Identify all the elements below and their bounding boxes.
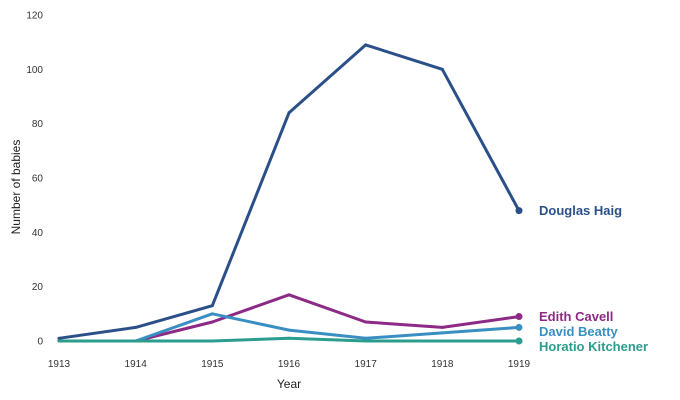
series-label-edith-cavell: Edith Cavell bbox=[539, 309, 613, 324]
series-label-douglas-haig: Douglas Haig bbox=[539, 203, 622, 218]
x-axis-label: Year bbox=[277, 377, 301, 391]
series-label-david-beatty: David Beatty bbox=[539, 324, 619, 339]
y-axis-label: Number of babies bbox=[9, 140, 23, 235]
series-lines bbox=[57, 43, 523, 345]
x-tick-label: 1918 bbox=[431, 359, 454, 370]
data-point-douglas-haig bbox=[134, 325, 138, 329]
x-tick-label: 1919 bbox=[508, 359, 531, 370]
data-point-douglas-haig bbox=[57, 336, 61, 340]
data-point-horatio-kitchener bbox=[57, 339, 61, 343]
data-point-david-beatty bbox=[440, 331, 444, 335]
x-tick-label: 1915 bbox=[201, 359, 224, 370]
data-point-david-beatty bbox=[287, 328, 291, 332]
data-point-david-beatty bbox=[515, 323, 523, 331]
data-point-horatio-kitchener bbox=[210, 339, 214, 343]
y-tick-label: 80 bbox=[32, 119, 44, 130]
data-point-horatio-kitchener bbox=[134, 339, 138, 343]
data-point-douglas-haig bbox=[210, 304, 214, 308]
y-tick-label: 100 bbox=[26, 65, 43, 76]
y-tick-label: 0 bbox=[37, 337, 43, 348]
x-tick-label: 1914 bbox=[125, 359, 148, 370]
series-line-edith-cavell bbox=[57, 293, 521, 343]
data-point-horatio-kitchener bbox=[364, 339, 368, 343]
x-tick-label: 1917 bbox=[355, 359, 378, 370]
series-label-horatio-kitchener: Horatio Kitchener bbox=[539, 339, 648, 354]
y-tick-label: 20 bbox=[32, 282, 44, 293]
data-point-edith-cavell bbox=[287, 293, 291, 297]
x-tick-label: 1913 bbox=[48, 359, 71, 370]
data-point-edith-cavell bbox=[210, 320, 214, 324]
data-point-douglas-haig bbox=[515, 207, 523, 215]
data-point-douglas-haig bbox=[364, 43, 368, 47]
data-point-edith-cavell bbox=[440, 325, 444, 329]
data-point-horatio-kitchener bbox=[515, 337, 523, 345]
data-point-douglas-haig bbox=[440, 67, 444, 71]
x-tick-label: 1916 bbox=[278, 359, 301, 370]
data-point-david-beatty bbox=[210, 312, 214, 316]
data-point-horatio-kitchener bbox=[440, 339, 444, 343]
data-point-david-beatty bbox=[364, 336, 368, 340]
x-axis-ticks: 1913 1914 1915 1916 1917 1918 1919 bbox=[48, 359, 531, 370]
y-axis-ticks: 0 20 40 60 80 100 120 bbox=[26, 11, 43, 348]
y-tick-label: 120 bbox=[26, 11, 43, 22]
data-point-edith-cavell bbox=[515, 313, 523, 321]
data-point-douglas-haig bbox=[287, 111, 291, 115]
y-tick-label: 40 bbox=[32, 228, 44, 239]
y-tick-label: 60 bbox=[32, 174, 44, 185]
data-point-edith-cavell bbox=[364, 320, 368, 324]
data-point-horatio-kitchener bbox=[287, 336, 291, 340]
